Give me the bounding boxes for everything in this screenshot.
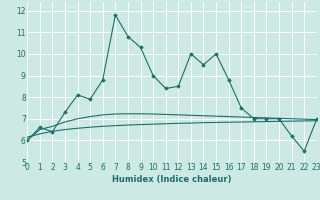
- X-axis label: Humidex (Indice chaleur): Humidex (Indice chaleur): [112, 175, 232, 184]
